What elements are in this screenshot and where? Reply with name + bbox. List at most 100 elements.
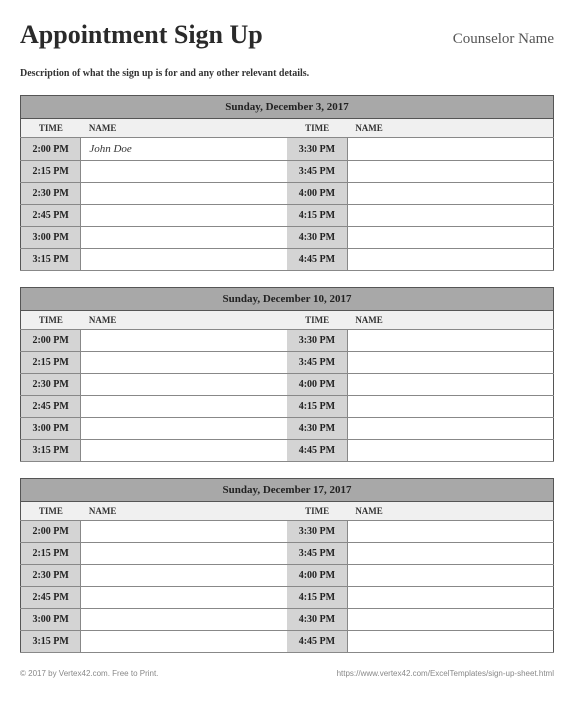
name-slot: [81, 330, 287, 352]
time-column-header: TIME: [287, 311, 347, 330]
time-slot: 2:00 PM: [21, 521, 81, 543]
name-column-header: NAME: [347, 502, 553, 521]
day-table: Sunday, December 17, 2017TIMENAMETIMENAM…: [20, 478, 554, 653]
table-row: 3:00 PM4:30 PM: [21, 227, 554, 249]
footer-url: https://www.vertex42.com/ExcelTemplates/…: [337, 669, 554, 678]
name-slot: John Doe: [81, 138, 287, 161]
time-slot: 4:45 PM: [287, 440, 347, 462]
name-slot: [347, 227, 553, 249]
time-column-header: TIME: [21, 119, 81, 138]
description-text: Description of what the sign up is for a…: [20, 68, 554, 79]
time-slot: 3:30 PM: [287, 138, 347, 161]
time-column-header: TIME: [287, 119, 347, 138]
time-slot: 2:30 PM: [21, 565, 81, 587]
name-column-header: NAME: [81, 502, 287, 521]
name-slot: [347, 440, 553, 462]
table-row: 3:15 PM 4:45 PM: [21, 631, 554, 653]
name-slot: [81, 521, 287, 543]
name-slot: [347, 330, 553, 352]
name-slot: [81, 631, 287, 653]
table-row: 2:15 PM3:45 PM: [21, 352, 554, 374]
day-date-header: Sunday, December 10, 2017: [21, 288, 554, 311]
time-slot: 4:30 PM: [287, 609, 347, 631]
time-slot: 2:45 PM: [21, 205, 81, 227]
table-row: 2:45 PM4:15 PM: [21, 205, 554, 227]
name-column-header: NAME: [81, 311, 287, 330]
table-row: 2:30 PM 4:00 PM: [21, 565, 554, 587]
page-title: Appointment Sign Up: [20, 20, 263, 50]
name-slot: [347, 352, 553, 374]
time-slot: 2:15 PM: [21, 161, 81, 183]
name-slot: [81, 161, 287, 183]
table-row: 2:00 PMJohn Doe3:30 PM: [21, 138, 554, 161]
time-slot: 2:00 PM: [21, 330, 81, 352]
table-row: 2:15 PM 3:45 PM: [21, 161, 554, 183]
table-row: 2:30 PM 4:00 PM: [21, 374, 554, 396]
name-slot: [81, 565, 287, 587]
time-slot: 2:30 PM: [21, 374, 81, 396]
table-row: 2:00 PM 3:30 PM: [21, 330, 554, 352]
name-slot: [81, 227, 287, 249]
time-slot: 2:00 PM: [21, 138, 81, 161]
name-slot: [81, 587, 287, 609]
table-row: 3:15 PM 4:45 PM: [21, 440, 554, 462]
table-row: 2:30 PM4:00 PM: [21, 183, 554, 205]
time-slot: 3:30 PM: [287, 330, 347, 352]
name-slot: [347, 521, 553, 543]
time-slot: 4:45 PM: [287, 631, 347, 653]
name-slot: [81, 205, 287, 227]
table-row: 3:00 PM 4:30 PM: [21, 609, 554, 631]
time-slot: 4:30 PM: [287, 418, 347, 440]
time-column-header: TIME: [287, 502, 347, 521]
time-slot: 3:15 PM: [21, 631, 81, 653]
name-slot: [81, 249, 287, 271]
name-slot: [81, 440, 287, 462]
counselor-name: Counselor Name: [453, 31, 554, 48]
time-slot: 4:45 PM: [287, 249, 347, 271]
name-slot: [347, 161, 553, 183]
time-slot: 4:15 PM: [287, 396, 347, 418]
name-slot: [81, 609, 287, 631]
time-column-header: TIME: [21, 311, 81, 330]
name-slot: [347, 138, 553, 161]
name-slot: [347, 609, 553, 631]
table-row: 2:00 PM3:30 PM: [21, 521, 554, 543]
table-row: 3:00 PM 4:30 PM: [21, 418, 554, 440]
time-slot: 4:15 PM: [287, 587, 347, 609]
time-slot: 3:45 PM: [287, 543, 347, 565]
name-column-header: NAME: [81, 119, 287, 138]
name-slot: [347, 205, 553, 227]
time-slot: 4:00 PM: [287, 565, 347, 587]
name-slot: [81, 543, 287, 565]
name-slot: [347, 396, 553, 418]
time-column-header: TIME: [21, 502, 81, 521]
name-slot: [347, 249, 553, 271]
name-slot: [81, 418, 287, 440]
time-slot: 3:15 PM: [21, 249, 81, 271]
time-slot: 2:15 PM: [21, 543, 81, 565]
name-column-header: NAME: [347, 311, 553, 330]
name-slot: [347, 418, 553, 440]
name-slot: [347, 587, 553, 609]
time-slot: 3:45 PM: [287, 352, 347, 374]
time-slot: 3:00 PM: [21, 227, 81, 249]
name-column-header: NAME: [347, 119, 553, 138]
name-slot: [347, 631, 553, 653]
name-slot: [81, 183, 287, 205]
time-slot: 4:00 PM: [287, 374, 347, 396]
time-slot: 3:00 PM: [21, 418, 81, 440]
time-slot: 3:00 PM: [21, 609, 81, 631]
time-slot: 3:45 PM: [287, 161, 347, 183]
time-slot: 2:30 PM: [21, 183, 81, 205]
day-date-header: Sunday, December 3, 2017: [21, 96, 554, 119]
time-slot: 3:15 PM: [21, 440, 81, 462]
name-slot: [81, 374, 287, 396]
footer-copyright: © 2017 by Vertex42.com. Free to Print.: [20, 669, 158, 678]
table-row: 2:45 PM4:15 PM: [21, 587, 554, 609]
table-row: 3:15 PM 4:45 PM: [21, 249, 554, 271]
name-slot: [347, 374, 553, 396]
name-slot: [347, 183, 553, 205]
name-slot: [347, 565, 553, 587]
table-row: 2:45 PM4:15 PM: [21, 396, 554, 418]
name-slot: [347, 543, 553, 565]
